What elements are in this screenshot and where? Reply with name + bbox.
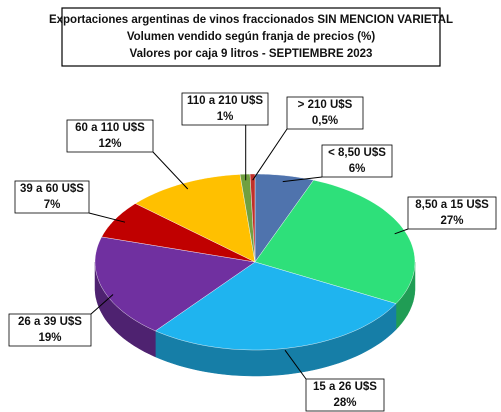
value-label: 1% [217, 111, 234, 123]
label-box [305, 378, 385, 412]
slice-label: 15 a 26 U$S [313, 381, 377, 393]
slice-label: 110 a 210 U$S [187, 95, 263, 107]
chart-title: Exportaciones argentinas de vinos fracci… [49, 14, 453, 26]
pie-slice [254, 173, 314, 263]
value-label: 27% [440, 215, 463, 227]
label-box [181, 92, 269, 126]
label-box [321, 144, 393, 178]
slice-label: > 210 U$S [298, 99, 353, 111]
leader-line [152, 151, 189, 190]
slice-label: 26 a 39 U$S [18, 316, 82, 328]
leader-line [90, 294, 114, 315]
pie-slice [254, 179, 416, 304]
chart-title: Valores por caja 9 litros - SEPTIEMBRE 2… [130, 48, 373, 60]
slice-label: 8,50 a 15 U$S [415, 199, 489, 211]
label-box [66, 119, 154, 153]
leader-line [284, 349, 307, 380]
value-label: 19% [38, 332, 61, 344]
value-label: 0,5% [312, 115, 338, 127]
slice-label: 60 a 110 U$S [75, 122, 145, 134]
chart-title: Volumen vendido según franja de precios … [127, 31, 376, 43]
label-box [286, 96, 364, 130]
title-box [61, 7, 441, 67]
leader-line [282, 176, 323, 183]
label-box [8, 313, 92, 347]
slice-label: 39 a 60 U$S [20, 183, 84, 195]
leader-line [88, 212, 126, 223]
label-box [407, 196, 497, 230]
value-label: 28% [333, 397, 356, 409]
label-box [14, 180, 90, 214]
value-label: 12% [98, 138, 121, 150]
slice-label: < 8,50 U$S [328, 147, 386, 159]
pie-slice [249, 173, 256, 263]
value-label: 6% [349, 163, 366, 175]
pie-slice [94, 236, 256, 332]
leader-line [394, 228, 409, 235]
pie-slice [154, 261, 397, 351]
value-label: 7% [44, 199, 61, 211]
leader-line [252, 128, 288, 181]
